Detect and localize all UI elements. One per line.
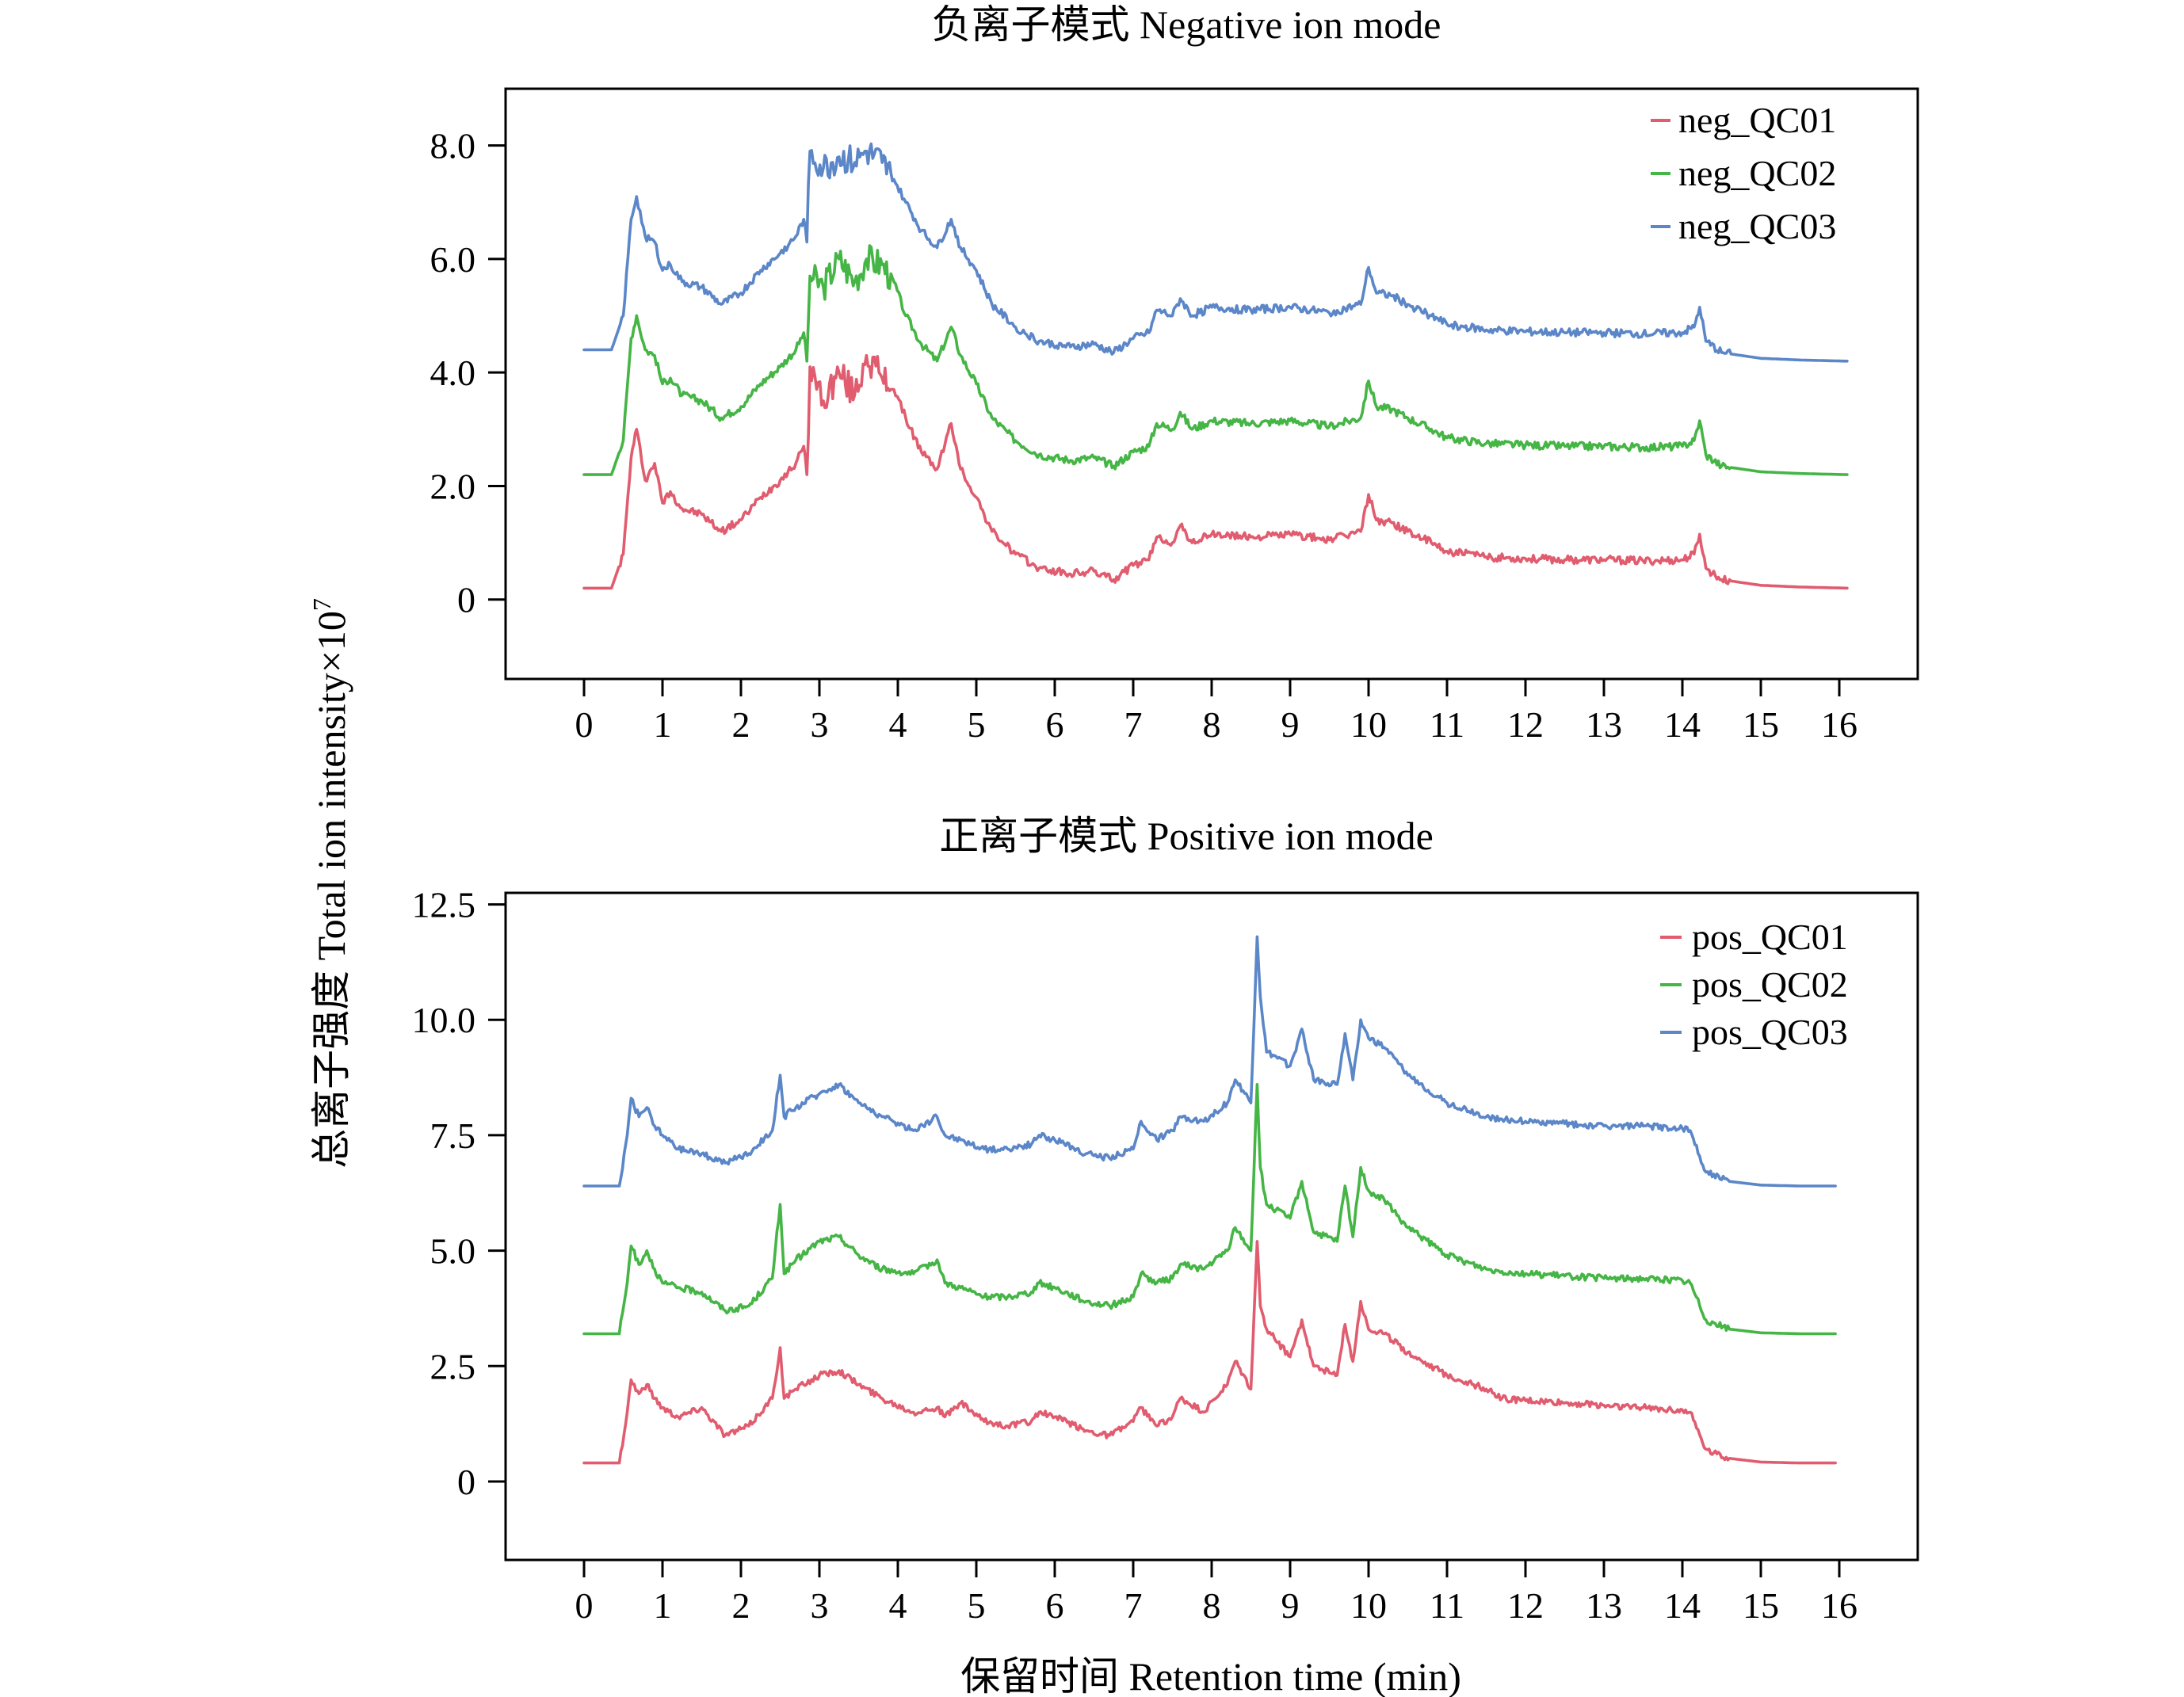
- x-tick-label-positive-0: 0: [575, 1585, 594, 1626]
- x-tick-label-negative-1: 1: [654, 704, 672, 745]
- x-tick-label-positive-4: 4: [889, 1585, 907, 1626]
- x-tick-label-negative-3: 3: [811, 704, 829, 745]
- y-axis-label-exponent: 7: [307, 598, 336, 611]
- legend-negative: neg_QC01 neg_QC02 neg_QC03: [1651, 100, 1836, 246]
- x-tick-label-negative-15: 15: [1743, 704, 1779, 745]
- x-tick-label-positive-11: 11: [1430, 1585, 1464, 1626]
- x-tick-labels-negative: 0 1 2 3 4 5 6 7 8 9 10 11 12 13 14 15 16: [575, 704, 1858, 745]
- legend-positive: pos_QC01 pos_QC02 pos_QC03: [1660, 917, 1848, 1052]
- y-axis-label-text: 总离子强度 Total ion intensity×10: [309, 611, 353, 1169]
- x-tick-label-positive-14: 14: [1664, 1585, 1701, 1626]
- x-tick-label-negative-8: 8: [1203, 704, 1221, 745]
- y-tick-label-positive-3: 7.5: [430, 1115, 476, 1156]
- x-tick-label-positive-3: 3: [811, 1585, 829, 1626]
- x-tick-label-positive-7: 7: [1124, 1585, 1143, 1626]
- x-tick-label-positive-5: 5: [968, 1585, 986, 1626]
- y-axis-label: 总离子强度 Total ion intensity×107: [307, 598, 353, 1169]
- x-tick-label-positive-9: 9: [1281, 1585, 1300, 1626]
- y-tick-labels-negative: 0 2.0 4.0 6.0 8.0: [430, 126, 476, 620]
- x-tick-label-negative-11: 11: [1430, 704, 1464, 745]
- x-tick-label-positive-13: 13: [1586, 1585, 1622, 1626]
- x-tick-label-positive-6: 6: [1046, 1585, 1064, 1626]
- x-ticks-negative: [582, 679, 1841, 696]
- x-axis-label: 保留时间 Retention time (min): [960, 1654, 1461, 1697]
- y-tick-label-negative-2: 4.0: [430, 353, 476, 393]
- series-line-pos_QC01: [582, 1240, 1837, 1465]
- negative-mode-chart: 负离子模式 Negative ion mode 0 1 2 3 4 5 6 7 8 9 10 11 12…: [430, 2, 1919, 745]
- x-tick-label-negative-7: 7: [1124, 704, 1143, 745]
- x-tick-label-negative-5: 5: [968, 704, 986, 745]
- x-tick-label-negative-14: 14: [1664, 704, 1701, 745]
- legend-label-pos_QC01: pos_QC01: [1692, 917, 1848, 957]
- series-line-neg_QC01: [582, 353, 1849, 590]
- y-tick-label-negative-0: 0: [457, 580, 475, 620]
- x-tick-label-negative-16: 16: [1821, 704, 1858, 745]
- series-lines-negative: [582, 142, 1849, 590]
- x-tick-label-positive-16: 16: [1821, 1585, 1858, 1626]
- chart-title-positive: 正离子模式 Positive ion mode: [939, 814, 1434, 858]
- x-tick-labels-positive: 0 1 2 3 4 5 6 7 8 9 10 11 12 13 14 15 16: [575, 1585, 1858, 1626]
- y-tick-label-positive-0: 0: [457, 1462, 475, 1502]
- y-tick-label-positive-4: 10.0: [412, 1000, 476, 1040]
- legend-label-pos_QC02: pos_QC02: [1692, 964, 1848, 1005]
- x-tick-label-negative-10: 10: [1350, 704, 1387, 745]
- x-tick-label-positive-1: 1: [654, 1585, 672, 1626]
- series-line-neg_QC02: [582, 244, 1849, 476]
- legend-label-pos_QC03: pos_QC03: [1692, 1012, 1848, 1052]
- y-tick-labels-positive: 0 2.5 5.0 7.5 10.0 12.5: [412, 885, 476, 1502]
- y-ticks-positive: [488, 903, 506, 1483]
- series-line-neg_QC03: [582, 142, 1849, 363]
- x-tick-label-negative-2: 2: [732, 704, 750, 745]
- x-tick-label-positive-15: 15: [1743, 1585, 1779, 1626]
- series-lines-positive: [582, 935, 1837, 1465]
- x-tick-label-negative-12: 12: [1507, 704, 1544, 745]
- series-line-pos_QC02: [582, 1083, 1837, 1336]
- series-line-pos_QC03: [582, 935, 1837, 1188]
- legend-label-neg_QC02: neg_QC02: [1678, 153, 1836, 193]
- y-tick-label-positive-5: 12.5: [412, 885, 476, 925]
- x-tick-label-positive-12: 12: [1507, 1585, 1544, 1626]
- x-tick-label-negative-9: 9: [1281, 704, 1300, 745]
- x-tick-label-positive-2: 2: [732, 1585, 750, 1626]
- y-tick-label-negative-4: 8.0: [430, 126, 476, 166]
- x-ticks-positive: [582, 1560, 1841, 1577]
- x-tick-label-positive-10: 10: [1350, 1585, 1387, 1626]
- y-tick-label-positive-1: 2.5: [430, 1346, 476, 1386]
- y-tick-label-negative-3: 6.0: [430, 239, 476, 280]
- x-tick-label-positive-8: 8: [1203, 1585, 1221, 1626]
- y-tick-label-positive-2: 5.0: [430, 1231, 476, 1272]
- x-tick-label-negative-0: 0: [575, 704, 594, 745]
- y-ticks-negative: [488, 144, 506, 601]
- chart-title-negative: 负离子模式 Negative ion mode: [932, 2, 1441, 47]
- x-tick-label-negative-13: 13: [1586, 704, 1622, 745]
- legend-label-neg_QC03: neg_QC03: [1678, 206, 1836, 246]
- positive-mode-chart: 正离子模式 Positive ion mode 0 1 2 3 4 5 6 7 8 9 10 11 12…: [412, 814, 1919, 1626]
- legend-label-neg_QC01: neg_QC01: [1678, 100, 1836, 140]
- x-tick-label-negative-6: 6: [1046, 704, 1064, 745]
- y-tick-label-negative-1: 2.0: [430, 466, 476, 506]
- x-tick-label-negative-4: 4: [889, 704, 907, 745]
